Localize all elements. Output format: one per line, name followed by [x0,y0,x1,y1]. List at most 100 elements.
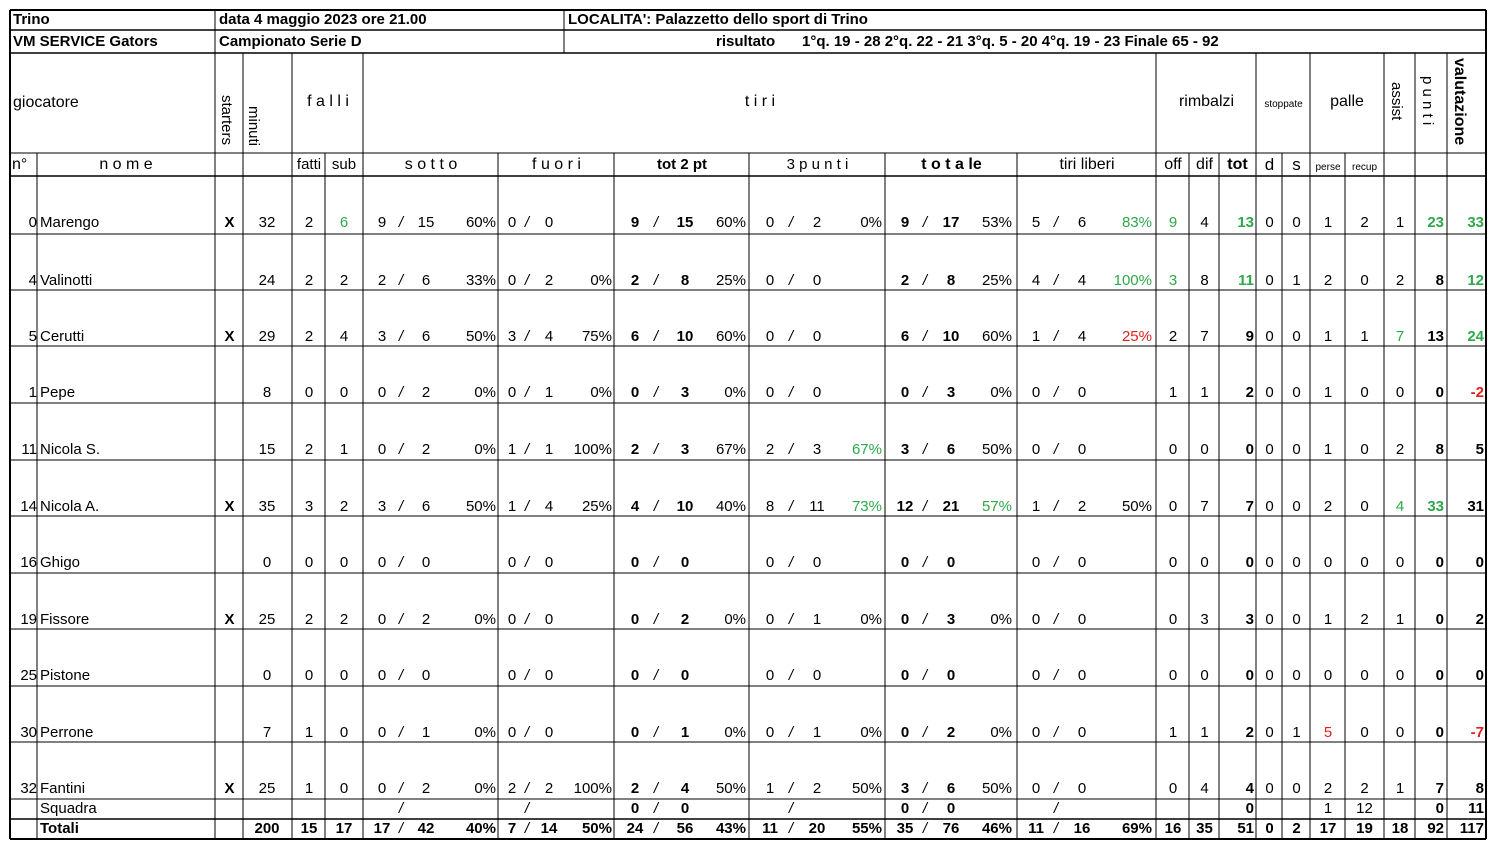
player-name: Fissore [40,611,90,628]
stat-bd: 0 [1265,780,1274,797]
stat-va: 2 [1475,611,1484,628]
stat-pa: 0 [812,384,822,401]
slash-separator: / [398,328,404,345]
slash-separator: / [653,611,659,628]
stat-om: 2 [900,272,910,289]
stat-as: 4 [1395,498,1405,515]
total-rd: 35 [1196,820,1213,837]
slash-separator: / [398,441,404,458]
stat-pe: 0 [1323,667,1333,684]
stat-lm: 1 [1031,328,1041,345]
header-starters: starters [218,95,235,146]
header-num: n° [12,156,28,173]
stat-om: 0 [900,384,910,401]
stat-ta: 3 [680,441,690,458]
player-name: Nicola A. [40,498,100,515]
stat-oa: 6 [946,780,956,797]
stat-rt: 4 [1245,780,1254,797]
header-tot: tot [1227,156,1248,173]
stat-fs: 0 [339,667,349,684]
stat-bd: 0 [1265,611,1274,628]
stat-pt: 8 [1435,272,1444,289]
stat-lm: 0 [1031,667,1041,684]
header-rimbalzi: rimbalzi [1178,93,1235,110]
total-fs: 17 [335,820,353,837]
stat-as: 1 [1395,611,1405,628]
stat-fp: 100% [573,780,612,797]
slash-separator: / [398,272,404,289]
stat-fa: 0 [544,554,554,571]
stat-fm: 2 [507,780,517,797]
player-number: 14 [20,498,37,515]
stat-rt: 11 [1238,272,1254,289]
stat-as: 1 [1395,214,1405,231]
header-giocatore: giocatore [13,94,79,111]
total-la: 16 [1073,820,1091,837]
header-s: s [1292,155,1301,174]
slash-separator: / [653,820,659,837]
stat-lm: 0 [1031,780,1041,797]
slash-separator: / [1053,667,1059,684]
stat-pa: 1 [812,611,822,628]
stat-rd: 0 [1200,441,1209,458]
stat-ff: 3 [304,498,314,515]
stat-pt: 0 [1435,724,1444,741]
stat-sa: 6 [421,498,431,515]
stat-va: 24 [1467,328,1484,345]
slash-separator: / [788,272,794,289]
slash-separator: / [788,441,794,458]
stat-lm: 0 [1031,441,1041,458]
header-recup: recup [1351,162,1377,173]
slash-separator: / [922,498,928,515]
stat-ro: 1 [1168,724,1178,741]
stat-va: 12 [1467,272,1484,289]
stat-fm: 0 [507,384,517,401]
stat-fs: 2 [339,272,349,289]
stat-pm: 0 [765,214,775,231]
stat-fa: 0 [544,611,554,628]
header-tiri-liberi: tiri liberi [1059,156,1115,173]
player-name: Valinotti [40,272,93,289]
stat-sp: 50% [465,498,496,515]
stat-op: 53% [981,214,1012,231]
stat-fm: 0 [507,724,517,741]
stat-sa: 2 [421,611,431,628]
stat-op: 60% [981,328,1012,345]
stat-ro: 0 [1168,667,1178,684]
stat-pe: 1 [1323,384,1333,401]
stat-tm: 9 [630,214,640,231]
player-number: 19 [20,611,37,628]
stat-re: 1 [1360,328,1369,345]
stat-op: 25% [981,272,1012,289]
stat-oa: 3 [946,384,956,401]
stat-oa: 0 [946,667,956,684]
player-number: 16 [20,554,37,571]
total-pe: 17 [1319,820,1337,837]
result-quarters: 1°q. 19 - 28 2°q. 22 - 21 3°q. 5 - 20 4°… [802,33,1219,50]
slash-separator: / [524,780,530,797]
stat-pp: 50% [851,780,882,797]
slash-separator: / [922,611,928,628]
stat-fp: 0% [590,272,612,289]
slash-separator: / [922,441,928,458]
slash-separator: / [653,724,659,741]
header-d: d [1264,155,1275,174]
slash-separator: / [788,328,794,345]
total-sm: 17 [373,820,391,837]
stat-as: 2 [1395,441,1405,458]
stat-bs: 0 [1292,611,1301,628]
stat-va: 33 [1467,214,1484,231]
stat-pt: 0 [1435,611,1444,628]
stat-rt: 2 [1245,724,1254,741]
slash-separator: / [1053,611,1059,628]
stat-tm: 4 [630,498,640,515]
stat-fs: 0 [339,384,349,401]
stat-sm: 0 [377,441,387,458]
stat-min: 15 [258,441,276,458]
stat-tm: 0 [630,554,640,571]
stat-tp: 25% [715,272,746,289]
stat-ro: 9 [1168,214,1178,231]
stat-as: 0 [1395,554,1405,571]
slash-separator: / [1053,214,1059,231]
